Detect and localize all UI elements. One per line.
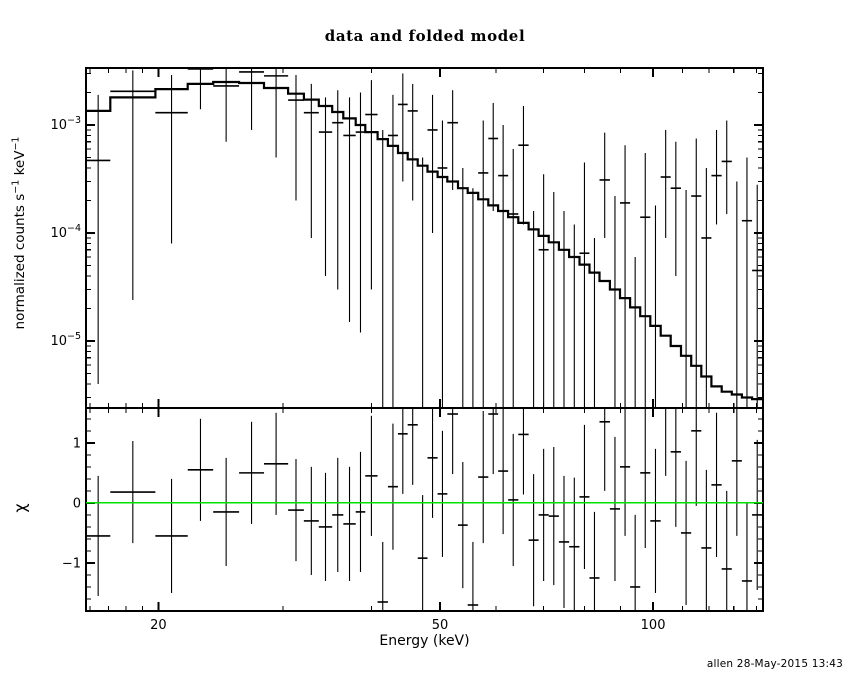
y-tick-label: 10−3 <box>50 115 81 133</box>
y-axis-label-text: normalized counts s <box>11 193 28 330</box>
model-step-line <box>86 80 763 401</box>
y-axis-label-chi: χ <box>10 503 30 513</box>
x-tick-label: 100 <box>641 618 666 633</box>
data-errorbars <box>86 68 763 408</box>
y-tick-label: 1 <box>73 436 81 451</box>
y-axis-label-text2: keV <box>11 150 28 180</box>
y-axis-label-sup1: −1 <box>10 179 22 194</box>
y-axis-label-counts: normalized counts s−1 keV−1 <box>10 137 28 330</box>
x-axis-label: Energy (keV) <box>379 633 470 649</box>
y-tick-label: 10−4 <box>50 223 81 241</box>
plot-title: data and folded model <box>324 27 526 45</box>
y-tick-label: 0 <box>73 496 81 511</box>
y-tick-label: −1 <box>62 556 81 571</box>
x-tick-label: 20 <box>150 618 167 633</box>
residual-errorbars <box>86 408 763 611</box>
x-tick-label: 50 <box>432 618 449 633</box>
y-axis-label-sup2: −1 <box>10 136 22 151</box>
footer-user-timestamp: allen 28-May-2015 13:43 <box>706 658 843 670</box>
y-tick-label: 10−5 <box>50 331 81 349</box>
axes-and-ticks: 20 50 100 10−3 10−4 10−5 1 0 −1 <box>50 67 764 633</box>
